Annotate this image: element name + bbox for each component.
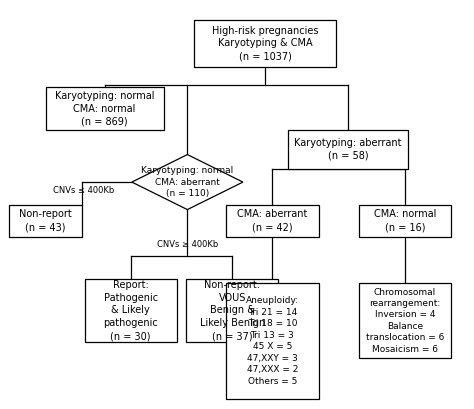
FancyBboxPatch shape [84, 279, 177, 342]
FancyBboxPatch shape [227, 204, 319, 237]
Text: Karyotyping: aberrant
(n = 58): Karyotyping: aberrant (n = 58) [294, 138, 402, 161]
Text: Non-report
(n = 43): Non-report (n = 43) [19, 209, 72, 232]
Text: Non-report:
VOUS
Benign &
Likely Benign
(n = 37): Non-report: VOUS Benign & Likely Benign … [200, 280, 265, 341]
FancyBboxPatch shape [359, 204, 451, 237]
Text: CMA: normal
(n = 16): CMA: normal (n = 16) [374, 209, 436, 232]
FancyBboxPatch shape [46, 87, 164, 130]
FancyBboxPatch shape [227, 283, 319, 399]
Text: Report:
Pathogenic
& Likely
pathogenic
(n = 30): Report: Pathogenic & Likely pathogenic (… [103, 280, 158, 341]
FancyBboxPatch shape [359, 283, 451, 358]
Polygon shape [132, 155, 243, 209]
Text: Karyotyping: normal
CMA: aberrant
(n = 110): Karyotyping: normal CMA: aberrant (n = 1… [141, 166, 234, 198]
FancyBboxPatch shape [194, 20, 336, 67]
FancyBboxPatch shape [9, 204, 82, 237]
Text: Chromosomal
rearrangement:
Inversion = 4
Balance
translocation = 6
Mosaicism = 6: Chromosomal rearrangement: Inversion = 4… [365, 288, 444, 354]
Text: Aneuploidy:
Tri 21 = 14
Tri 18 = 10
Tri 13 = 3
45 X = 5
47,XXY = 3
47,XXX = 2
Ot: Aneuploidy: Tri 21 = 14 Tri 18 = 10 Tri … [246, 297, 299, 386]
Text: CNVs ≥ 400Kb: CNVs ≥ 400Kb [157, 240, 218, 249]
Text: High-risk pregnancies
Karyotyping & CMA
(n = 1037): High-risk pregnancies Karyotyping & CMA … [212, 26, 319, 61]
FancyBboxPatch shape [288, 130, 408, 169]
Text: Karyotyping: normal
CMA: normal
(n = 869): Karyotyping: normal CMA: normal (n = 869… [55, 91, 155, 126]
Text: CNVs ≤ 400Kb: CNVs ≤ 400Kb [53, 186, 114, 195]
FancyBboxPatch shape [186, 279, 278, 342]
Text: CMA: aberrant
(n = 42): CMA: aberrant (n = 42) [237, 209, 308, 232]
